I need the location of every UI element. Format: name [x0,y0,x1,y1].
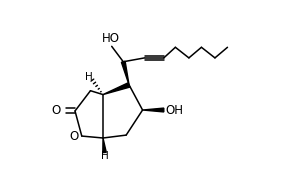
Text: H: H [101,151,108,161]
Text: O: O [51,104,60,118]
Text: HO: HO [102,32,120,45]
Text: O: O [70,130,79,143]
Polygon shape [103,83,130,95]
Polygon shape [142,108,164,112]
Polygon shape [121,61,129,85]
Polygon shape [103,138,106,153]
Text: H: H [85,72,92,82]
Text: OH: OH [165,103,183,117]
